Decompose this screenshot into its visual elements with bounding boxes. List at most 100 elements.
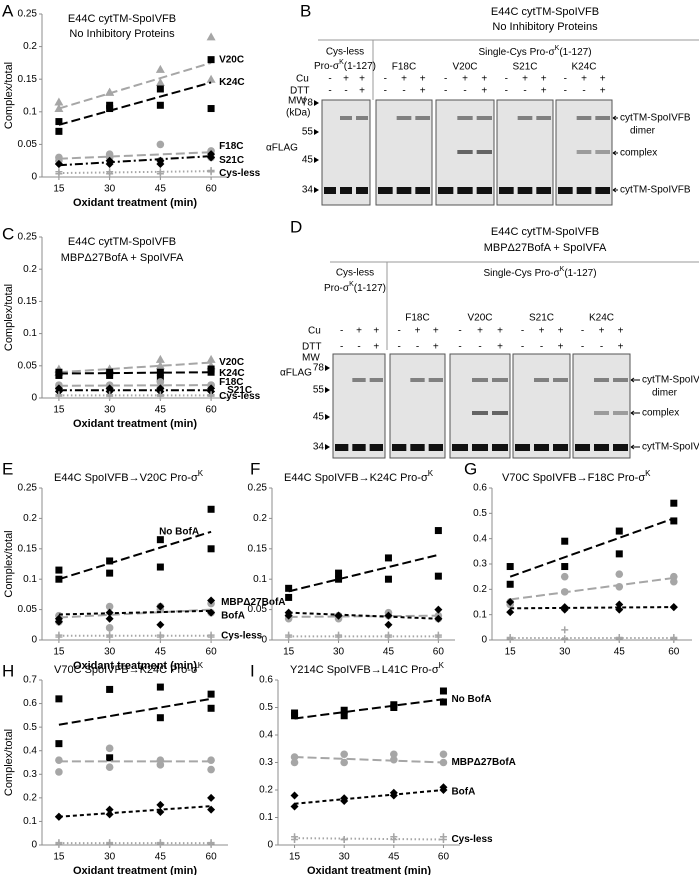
point <box>207 633 215 641</box>
point <box>506 598 515 606</box>
series-label: No BofA <box>159 526 199 537</box>
y-tick-label: 0.05 <box>248 604 268 615</box>
x-tick-label: 15 <box>289 852 301 863</box>
series-label: S21C <box>219 155 244 166</box>
y-tick-label: 0.05 <box>18 604 38 615</box>
y-tick-label: 0.2 <box>473 584 487 595</box>
point <box>384 575 392 583</box>
dtt-sign: + <box>481 86 487 97</box>
point <box>670 499 678 507</box>
gel-band <box>428 378 443 382</box>
band-arrow <box>612 150 618 156</box>
gel-band <box>575 444 590 451</box>
mw-marker: 34 <box>302 185 314 196</box>
dtt-sign: + <box>558 342 564 353</box>
point <box>106 392 114 400</box>
gel-band <box>553 378 568 382</box>
trend-line <box>288 614 439 618</box>
x-tick-label: 30 <box>104 405 116 416</box>
point <box>669 603 678 612</box>
marker-arrow <box>314 129 319 135</box>
x-tick-label: 30 <box>104 184 116 195</box>
marker-arrow <box>325 365 330 371</box>
dtt-sign: + <box>497 342 503 353</box>
gel-band <box>369 378 383 382</box>
point <box>106 633 114 641</box>
chart-panel: G V70C SpoIVFB→F18C Pro-σK 0 0.1 0.2 0.3 0.4 0.… <box>464 459 692 658</box>
trend-line <box>294 789 444 805</box>
gel-band <box>517 116 533 120</box>
series-label: BofA <box>451 787 475 798</box>
series-label: K24C <box>219 77 245 88</box>
y-tick-label: 0.1 <box>253 574 267 585</box>
title-superscript: K <box>645 469 651 478</box>
marker-arrow <box>314 100 319 106</box>
dtt-sign: - <box>344 86 347 97</box>
point <box>506 563 514 571</box>
point <box>106 105 114 113</box>
dtt-sign: - <box>384 86 387 97</box>
gel-band <box>324 187 336 194</box>
x-tick-label: 60 <box>433 647 445 658</box>
point <box>156 756 165 764</box>
gel-band <box>558 187 573 194</box>
point <box>389 791 398 800</box>
y-tick-label: 0.6 <box>23 698 37 709</box>
y-tick-label: 0.1 <box>23 328 37 339</box>
gel-band <box>438 187 454 194</box>
x-tick-label: 45 <box>388 852 400 863</box>
band-arrow <box>612 187 618 193</box>
series-label: Cys-less <box>219 391 261 402</box>
trend-line <box>58 170 212 175</box>
point <box>439 698 447 706</box>
point <box>106 557 114 565</box>
point <box>207 56 215 64</box>
label-text: Single-Cys Pro-σ <box>478 47 555 58</box>
point <box>156 156 165 165</box>
gel-band <box>594 378 609 382</box>
gel-band <box>492 378 508 382</box>
point <box>207 105 215 113</box>
point <box>384 554 392 562</box>
cu-sign: + <box>522 74 528 85</box>
point <box>156 392 164 400</box>
y-tick-label: 0.2 <box>23 41 37 52</box>
gel-band <box>492 411 508 415</box>
point <box>156 384 165 393</box>
label-text: Single-Cys Pro-σ <box>483 268 560 279</box>
band-label: cytTM-SpoIVFB <box>642 375 699 386</box>
point <box>335 575 343 583</box>
point <box>54 159 63 168</box>
band-arrow <box>630 444 640 450</box>
point <box>561 537 569 545</box>
lane-group-label: K24C <box>571 62 596 73</box>
x-tick-label: 45 <box>614 647 626 658</box>
label-tail: (1-127) <box>354 283 386 294</box>
y-tick-label: 0 <box>31 840 37 851</box>
point <box>206 354 216 363</box>
title-text: Y214C SpoIVFB→L41C Pro-σ <box>290 664 439 676</box>
x-tick-label: 15 <box>53 647 65 658</box>
point <box>156 683 164 691</box>
x-tick-label: 45 <box>155 647 167 658</box>
gel-band <box>534 444 549 451</box>
point <box>55 768 63 776</box>
y-tick-label: 0.15 <box>18 296 38 307</box>
point <box>615 527 623 535</box>
dtt-sign: - <box>458 342 461 353</box>
point <box>340 706 348 714</box>
x-tick-label: 15 <box>505 647 517 658</box>
y-tick-label: 0.5 <box>473 508 487 519</box>
dtt-sign: - <box>463 86 466 97</box>
point <box>106 371 114 379</box>
trend-line <box>58 609 212 616</box>
y-tick-label: 0.25 <box>18 483 38 494</box>
cysless-label: Cys-less <box>336 268 374 279</box>
y-tick-label: 0.1 <box>473 609 487 620</box>
construct-label: Single-Cys Pro-σK(1-127) <box>483 266 596 279</box>
point <box>335 569 343 577</box>
dtt-sign: + <box>359 86 365 97</box>
y-tick-label: 0.1 <box>259 812 273 823</box>
y-tick-label: 0.2 <box>23 792 37 803</box>
title-text: V70C SpoIVFB→F18C Pro-σ <box>502 472 645 484</box>
